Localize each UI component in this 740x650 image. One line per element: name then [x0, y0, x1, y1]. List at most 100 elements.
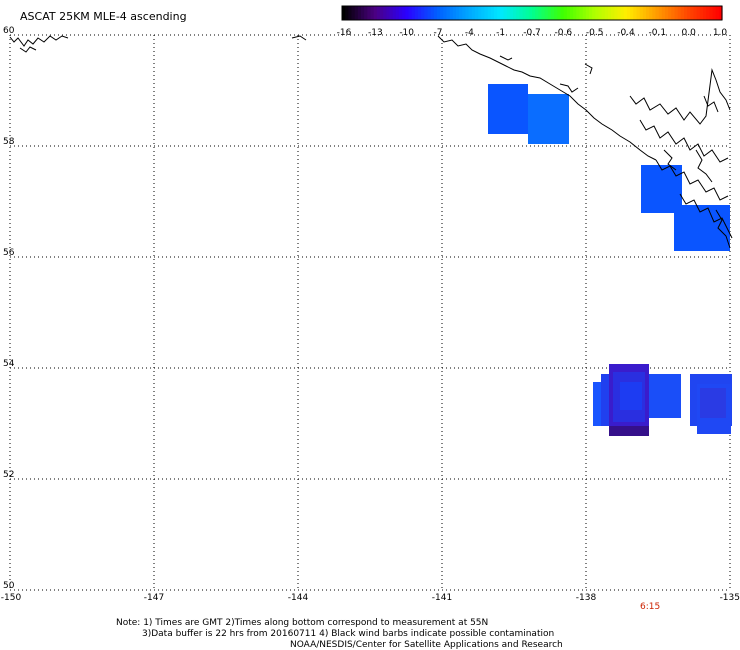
latitude-label: 50: [3, 581, 15, 591]
colorbar-segment: [655, 6, 660, 20]
colorbar-segment: [452, 6, 457, 20]
colorbar-segment: [570, 6, 574, 20]
time-label: 6:15: [640, 602, 660, 612]
swath-cell: [700, 388, 726, 418]
colorbar-segment: [699, 6, 704, 20]
colorbar-segment: [500, 6, 505, 20]
colorbar-segment: [544, 6, 549, 20]
colorbar-segment: [633, 6, 638, 20]
colorbar-segment: [636, 6, 641, 20]
colorbar-segment: [487, 6, 492, 20]
colorbar-segment: [361, 6, 365, 20]
colorbar-segment: [376, 6, 381, 20]
colorbar-segment: [433, 6, 438, 20]
colorbar-segment: [715, 6, 720, 20]
colorbar-segment: [503, 6, 508, 20]
colorbar-segment: [709, 6, 714, 20]
colorbar-segment: [348, 6, 353, 20]
colorbar-segment: [680, 6, 685, 20]
colorbar-segment: [449, 6, 454, 20]
colorbar-segment: [677, 6, 682, 20]
colorbar-segment: [566, 6, 571, 20]
latitude-label: 60: [3, 26, 15, 36]
colorbar-segment: [408, 6, 413, 20]
swath-cell: [488, 84, 528, 134]
longitude-label: -144: [288, 593, 309, 603]
colorbar-segment: [642, 6, 647, 20]
colorbar-segment: [608, 6, 612, 20]
colorbar-label: -0.1: [649, 28, 667, 38]
colorbar-frame: [341, 5, 723, 21]
colorbar-segment: [576, 6, 581, 20]
colorbar-segment: [402, 6, 406, 20]
colorbar-segment: [560, 6, 565, 20]
colorbar-segment: [519, 6, 524, 20]
colorbar-segment: [367, 6, 372, 20]
colorbar-segment: [427, 6, 432, 20]
colorbar-segment: [424, 6, 429, 20]
colorbar-segment: [354, 6, 359, 20]
colorbar-segment: [668, 6, 672, 20]
longitude-label: -141: [432, 593, 452, 603]
colorbar-segment: [443, 6, 448, 20]
colorbar-segment: [551, 6, 555, 20]
colorbar-segment: [646, 6, 650, 20]
colorbar-segment: [414, 6, 419, 20]
longitude-label: -135: [720, 593, 740, 603]
colorbar-segment: [579, 6, 584, 20]
colorbar-segment: [522, 6, 527, 20]
colorbar-segment: [703, 6, 707, 20]
colorbar-segment: [687, 6, 691, 20]
longitude-label: -138: [576, 593, 597, 603]
colorbar-segment: [665, 6, 669, 20]
colorbar-label: -10: [399, 28, 414, 38]
colorbar-segment: [421, 6, 425, 20]
colorbar-segment: [595, 6, 600, 20]
colorbar-segment: [411, 6, 416, 20]
colorbar-labels: -16 -13 -10 -7 -4 -1 -0.7 -0.6 -0.5 -0.4 -0.1 0.0 1.…: [337, 28, 728, 38]
swath-cell: [593, 382, 603, 426]
colorbar-segment: [684, 6, 688, 20]
colorbar-segment: [614, 6, 619, 20]
colorbar-segment: [399, 6, 403, 20]
colorbar-label: 1.0: [713, 28, 728, 38]
colorbar-segment: [392, 6, 397, 20]
colorbar-segment: [652, 6, 657, 20]
colorbar-segment: [573, 6, 577, 20]
colorbar-segment: [617, 6, 622, 20]
colorbar-segment: [478, 6, 482, 20]
colorbar-segment: [671, 6, 676, 20]
colorbar-segment: [506, 6, 511, 20]
colorbar-segment: [706, 6, 710, 20]
map-title: ASCAT 25KM MLE-4 ascending: [20, 10, 187, 23]
colorbar-label: -16: [337, 28, 352, 38]
longitude-label: -150: [1, 593, 22, 603]
note-line-1: Note: 1) Times are GMT 2)Times along bot…: [116, 618, 488, 628]
colorbar-segment: [459, 6, 463, 20]
latitude-label: 52: [3, 470, 14, 480]
colorbar-label: -7: [434, 28, 443, 38]
note-line-3: NOAA/NESDIS/Center for Satellite Applica…: [290, 640, 563, 650]
colorbar-segment: [345, 6, 349, 20]
colorbar-label: -0.6: [555, 28, 573, 38]
longitude-label: -147: [144, 593, 164, 603]
colorbar-segment: [630, 6, 634, 20]
colorbar-segment: [611, 6, 615, 20]
colorbar-segment: [516, 6, 520, 20]
colorbar-segment: [513, 6, 517, 20]
colorbar-label: -1: [496, 28, 505, 38]
colorbar-segment: [712, 6, 717, 20]
colorbar-segment: [532, 6, 536, 20]
colorbar-segment: [658, 6, 663, 20]
colorbar-segment: [535, 6, 539, 20]
colorbar-segment: [462, 6, 467, 20]
colorbar-segment: [373, 6, 378, 20]
colorbar-segment: [554, 6, 558, 20]
colorbar-segment: [623, 6, 628, 20]
colorbar-segment: [718, 6, 723, 20]
coastline: [9, 35, 733, 249]
colorbar-segment: [446, 6, 451, 20]
colorbar-segment: [563, 6, 568, 20]
colorbar-segment: [674, 6, 679, 20]
